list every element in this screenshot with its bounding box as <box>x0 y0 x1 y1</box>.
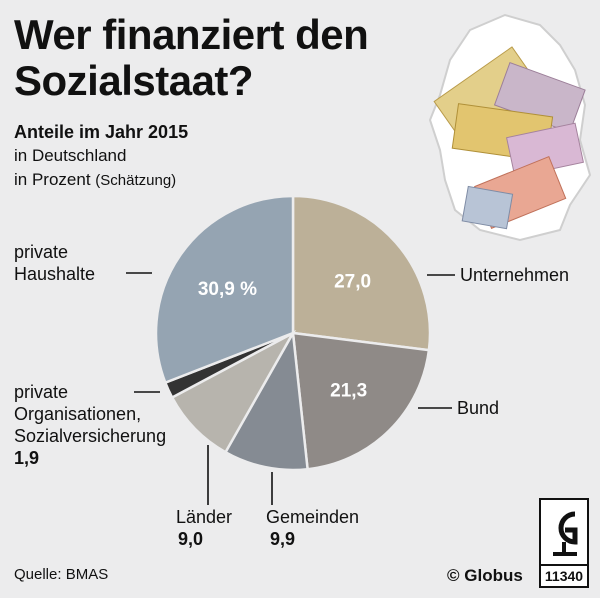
label-haushalte: private Haushalte <box>14 241 95 285</box>
subtitle-unit: in Prozent (Schätzung) <box>14 168 188 193</box>
title-line-1: Wer finanziert den <box>14 11 369 58</box>
subtitle-year: Anteile im Jahr 2015 <box>14 122 189 142</box>
label-gemeinden: Gemeinden 9,9 <box>266 506 359 550</box>
source-note: Quelle: BMAS <box>14 566 109 583</box>
germany-money-map-icon <box>428 13 592 242</box>
copyright-globus: © Globus <box>447 566 523 585</box>
label-haushalte-line1: private <box>14 242 69 262</box>
globus-logo: 11340 <box>539 498 589 588</box>
pie-value-label-0: 27,0 <box>334 271 371 292</box>
label-haushalte-line2: Haushalte <box>14 264 96 284</box>
label-laender: Länder 9,0 <box>176 506 232 550</box>
label-laender-name: Länder <box>176 507 233 527</box>
label-gemeinden-name: Gemeinden <box>266 507 360 527</box>
label-bund: Bund <box>457 398 500 418</box>
label-private-org-line2: Organisationen, <box>14 404 142 424</box>
label-private-org-value: 1,9 <box>14 448 40 468</box>
label-private-org-line1: private <box>14 382 69 402</box>
logo-number: 11340 <box>541 564 587 586</box>
pie-slice-5 <box>154 194 295 385</box>
subtitle-country: in Deutschland <box>14 146 127 165</box>
subtitle-note: (Schätzung) <box>95 172 177 189</box>
label-gemeinden-value: 9,9 <box>270 529 296 549</box>
pie-slice-0 <box>291 194 432 352</box>
pie-value-label-5: 30,9 % <box>198 279 257 300</box>
chart-subtitle: Anteile im Jahr 2015 in Deutschland in P… <box>14 120 188 193</box>
label-unternehmen: Unternehmen <box>460 265 570 285</box>
pie-slice-1 <box>291 331 431 471</box>
chart-title: Wer finanziert den Sozialstaat? <box>14 11 369 104</box>
pie-value-label-1: 21,3 <box>330 381 367 402</box>
subtitle-unit-text: in Prozent <box>14 170 91 189</box>
label-laender-value: 9,0 <box>178 529 204 549</box>
title-line-2: Sozialstaat? <box>14 57 254 104</box>
label-private-org: private Organisationen, Sozialversicheru… <box>14 381 166 469</box>
globus-g-icon <box>553 511 578 556</box>
leader-lines <box>126 272 455 505</box>
label-private-org-line3: Sozialversicherung <box>14 426 167 446</box>
pie-chart: 27,0 21,3 30,9 % <box>154 194 432 472</box>
pie-slice-2 <box>223 329 309 472</box>
